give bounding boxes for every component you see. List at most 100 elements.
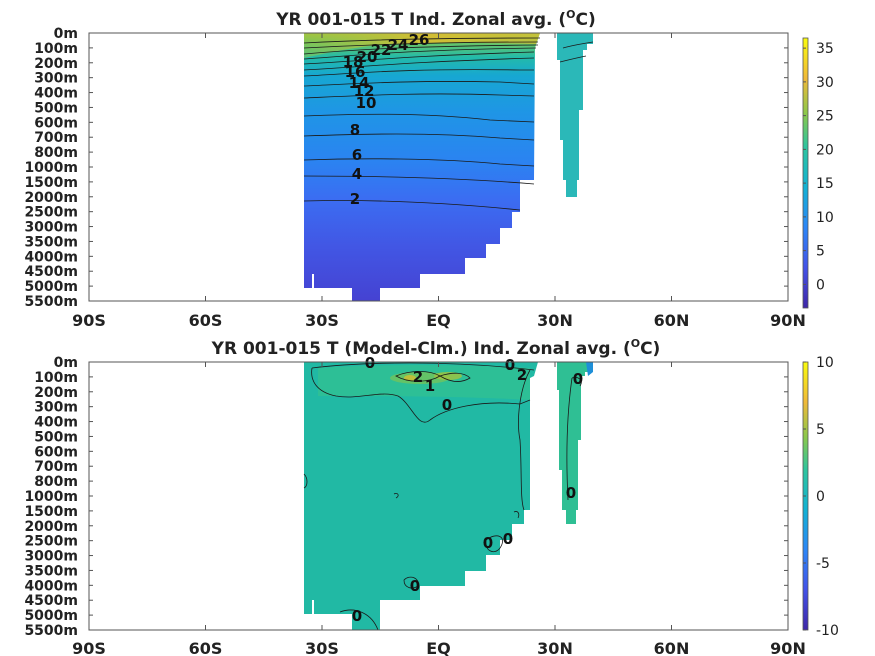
colorbar-tick-label: 25: [816, 109, 834, 125]
contour-label: 14: [349, 74, 370, 92]
x-tick-label: 30S: [305, 311, 339, 330]
top-chart-title: YR 001-015 T Ind. Zonal avg. (OC): [275, 8, 596, 30]
contour-label: 0: [352, 607, 362, 625]
y-tick-label: 600m: [34, 444, 78, 460]
y-tick-label: 3000m: [24, 549, 78, 565]
x-tick-label: 60S: [189, 639, 223, 656]
colorbar-tick-label: 0: [816, 277, 825, 293]
y-tick-label: 2500m: [24, 205, 78, 221]
y-tick-label: 700m: [34, 130, 78, 146]
y-tick-label: 1000m: [24, 160, 78, 176]
y-tick-label: 700m: [34, 459, 78, 475]
y-tick-label: 2000m: [24, 519, 78, 535]
colorbar-tick-label: 5: [816, 422, 825, 438]
colorbar-tick-label: 15: [816, 176, 834, 192]
colorbar-tick-label: -5: [816, 556, 830, 572]
y-tick-label: 5000m: [24, 279, 78, 295]
top-contour-labels: 26 24 22 20 18 16 14 12 10 8 6 4 2: [343, 31, 430, 208]
colorbar-tick-label: 10: [816, 355, 834, 371]
contour-label: 8: [350, 121, 360, 139]
contour-label: 4: [352, 165, 362, 183]
bottom-contour-lines: [303, 362, 582, 630]
x-tick-label: 30N: [537, 311, 573, 330]
colorbar-tick-label: -10: [816, 623, 839, 639]
contour-label: 0: [483, 534, 493, 552]
contour-label: 0: [442, 396, 452, 414]
contour-label: 18: [343, 53, 364, 71]
colorbar-tick-label: 30: [816, 75, 834, 91]
top-x-axis: 90S 60S 30S EQ 30N 60N 90N: [72, 33, 806, 330]
y-tick-label: 400m: [34, 415, 78, 431]
contour-label: 2: [350, 190, 360, 208]
contour-label: 22: [371, 41, 392, 59]
y-tick-label: 2500m: [24, 534, 78, 550]
bottom-y-axis: 0m100m200m300m400m500m600m700m800m1000m1…: [24, 355, 788, 639]
x-tick-label: 30N: [537, 639, 573, 656]
y-tick-label: 1000m: [24, 489, 78, 505]
y-tick-label: 600m: [34, 115, 78, 131]
y-tick-label: 200m: [34, 385, 78, 401]
colorbar-tick-label: 20: [816, 142, 834, 158]
bottom-contour-labels: 0 0 2 1 0 2 0 0 0 0 0 0: [352, 354, 583, 625]
y-tick-label: 4500m: [24, 264, 78, 280]
y-tick-label: 300m: [34, 400, 78, 416]
contour-label: 0: [365, 354, 375, 372]
contour-label: 16: [345, 63, 366, 81]
y-tick-label: 800m: [34, 145, 78, 161]
contour-label: 10: [356, 94, 377, 112]
y-tick-label: 500m: [34, 429, 78, 445]
x-tick-label: 60S: [189, 311, 223, 330]
y-tick-label: 4000m: [24, 578, 78, 594]
y-tick-label: 1500m: [24, 175, 78, 191]
x-tick-label: 60N: [654, 311, 690, 330]
bottom-x-axis: 90S 60S 30S EQ 30N 60N 90N: [72, 362, 806, 656]
y-tick-label: 3500m: [24, 234, 78, 250]
x-tick-label: 90N: [770, 311, 806, 330]
colorbar-tick-label: 10: [816, 210, 834, 226]
y-tick-label: 400m: [34, 86, 78, 102]
bottom-colorbar-ticks: 10 5 0 -5 -10: [803, 355, 839, 639]
contour-label: 1: [425, 377, 435, 395]
colorbar-tick-label: 35: [816, 41, 834, 57]
contour-label: 0: [505, 356, 515, 374]
contour-label: 0: [410, 577, 420, 595]
y-tick-label: 3000m: [24, 220, 78, 236]
x-tick-label: 60N: [654, 639, 690, 656]
y-tick-label: 1500m: [24, 504, 78, 520]
top-temperature-field: [304, 33, 593, 301]
contour-label: 24: [388, 36, 409, 54]
bottom-chart-title: YR 001-015 T (Model-Clm.) Ind. Zonal avg…: [211, 337, 661, 359]
y-tick-label: 3500m: [24, 563, 78, 579]
top-y-axis: 0m100m200m300m400m500m600m700m800m1000m1…: [24, 26, 788, 310]
x-tick-label: 30S: [305, 639, 339, 656]
y-tick-label: 5500m: [24, 294, 78, 310]
y-tick-label: 2000m: [24, 190, 78, 206]
x-tick-label: 90N: [770, 639, 806, 656]
contour-label: 12: [354, 82, 375, 100]
y-tick-label: 4500m: [24, 593, 78, 609]
y-tick-label: 100m: [34, 41, 78, 57]
top-colorbar: [802, 37, 809, 309]
contour-label: 0: [503, 530, 513, 548]
x-tick-label: EQ: [426, 639, 451, 656]
x-tick-label: 90S: [72, 639, 106, 656]
y-tick-label: 200m: [34, 56, 78, 72]
contour-label: 0: [566, 484, 576, 502]
top-colorbar-ticks: 35 30 25 20 15 10 5 0: [803, 41, 834, 293]
contour-label: 6: [352, 146, 362, 164]
y-tick-label: 500m: [34, 100, 78, 116]
x-tick-label: 90S: [72, 311, 106, 330]
contour-label: 2: [413, 368, 423, 386]
y-tick-label: 0m: [54, 26, 78, 42]
colorbar-tick-label: 5: [816, 244, 825, 260]
y-tick-label: 0m: [54, 355, 78, 371]
y-tick-label: 300m: [34, 71, 78, 87]
y-tick-label: 800m: [34, 474, 78, 490]
y-tick-label: 5000m: [24, 608, 78, 624]
contour-label: 0: [573, 370, 583, 388]
contour-label: 2: [517, 366, 527, 384]
contour-label: 26: [409, 31, 430, 49]
top-contour-lines: [303, 37, 594, 211]
colorbar-tick-label: 0: [816, 489, 825, 505]
